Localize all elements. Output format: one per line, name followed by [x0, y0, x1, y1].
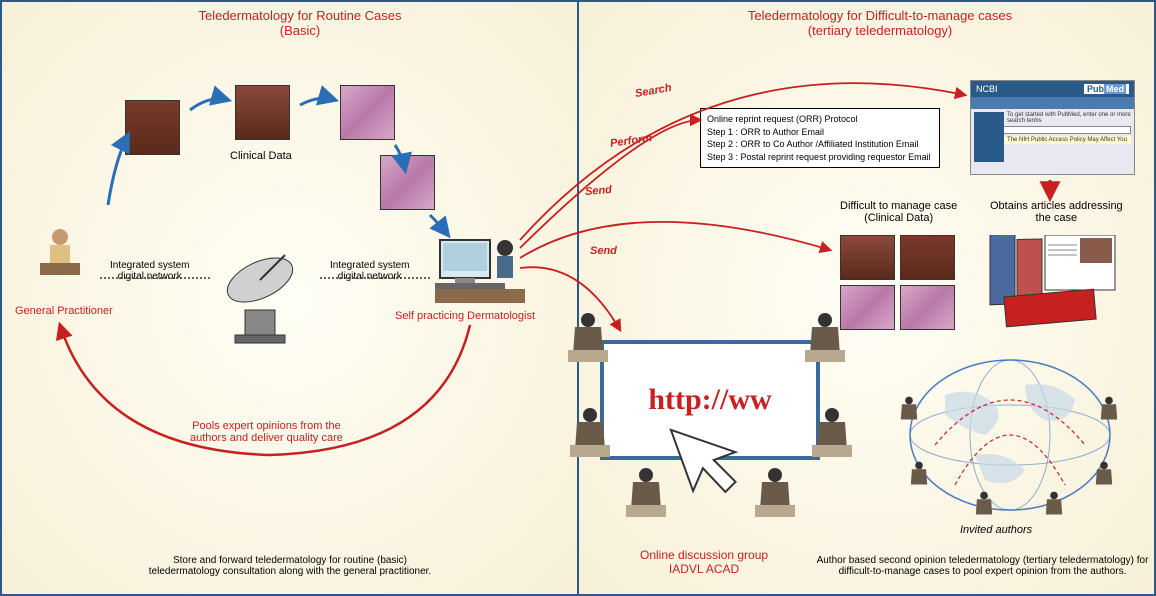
- left-caption: Store and forward teledermatology for ro…: [100, 555, 480, 577]
- network-label-left: Integrated system digital network: [110, 260, 189, 282]
- difficult-histology-2: [900, 285, 955, 330]
- dermatologist-illustration: [435, 230, 525, 310]
- clinical-image-foot: [125, 100, 180, 155]
- left-title: Teledermatology for Routine Cases (Basic…: [150, 8, 450, 38]
- journals-illustration: [985, 235, 1125, 335]
- gp-illustration: [35, 225, 85, 285]
- right-title-2: (tertiary teledermatology): [808, 23, 953, 38]
- gp-label: General Practitioner: [15, 305, 113, 317]
- protocol-step2: Step 2 : ORR to Co Author /Affiliated In…: [707, 138, 933, 151]
- right-title-1: Teledermatology for Difficult-to-manage …: [748, 8, 1012, 23]
- satellite-dish-icon: [210, 240, 320, 355]
- protocol-title: Online reprint request (ORR) Protocol: [707, 113, 933, 126]
- protocol-step3: Step 3 : Postal reprint request providin…: [707, 151, 933, 164]
- clinical-image-skin: [235, 85, 290, 140]
- discussion-person-3: [621, 465, 671, 525]
- histology-image-2: [380, 155, 435, 210]
- left-title-1: Teledermatology for Routine Cases: [198, 8, 401, 23]
- online-group-label: Online discussion group IADVL ACAD: [640, 548, 768, 576]
- send-label-1: Send: [585, 184, 613, 198]
- network-label-right: Integrated system digital network: [330, 260, 409, 282]
- protocol-step1: Step 1 : ORR to Author Email: [707, 126, 933, 139]
- right-title: Teledermatology for Difficult-to-manage …: [700, 8, 1060, 38]
- globe-person-5: [1090, 460, 1118, 495]
- dermatologist-label: Self practicing Dermatologist: [395, 310, 535, 322]
- histology-image-1: [340, 85, 395, 140]
- difficult-clinical-1: [840, 235, 895, 280]
- globe-illustration: [895, 345, 1125, 530]
- send-label-2: Send: [590, 245, 617, 257]
- protocol-box: Online reprint request (ORR) Protocol St…: [700, 108, 940, 168]
- globe-person-1: [895, 395, 923, 430]
- pubmed-logo: PubMed: [1084, 84, 1129, 94]
- obtains-label: Obtains articles addressing the case: [990, 200, 1123, 224]
- difficult-clinical-2: [900, 235, 955, 280]
- globe-person-4: [1040, 490, 1068, 525]
- discussion-person-6: [807, 405, 857, 465]
- pubmed-screenshot: NCBI PubMed To get started with PubMed, …: [970, 80, 1135, 175]
- discussion-person-2: [565, 405, 615, 465]
- globe-person-6: [1095, 395, 1123, 430]
- ncbi-label: NCBI: [976, 84, 998, 94]
- left-title-2: (Basic): [280, 23, 320, 38]
- right-caption: Author based second opinion teledermatol…: [810, 555, 1155, 577]
- discussion-person-1: [563, 310, 613, 370]
- pool-label: Pools expert opinions from the authors a…: [190, 420, 343, 444]
- invited-authors-label: Invited authors: [960, 524, 1032, 536]
- discussion-person-5: [800, 310, 850, 370]
- clinical-data-label: Clinical Data: [230, 150, 292, 162]
- difficult-label: Difficult to manage case (Clinical Data): [840, 200, 957, 224]
- globe-person-3: [970, 490, 998, 525]
- globe-person-2: [905, 460, 933, 495]
- discussion-person-4: [750, 465, 800, 525]
